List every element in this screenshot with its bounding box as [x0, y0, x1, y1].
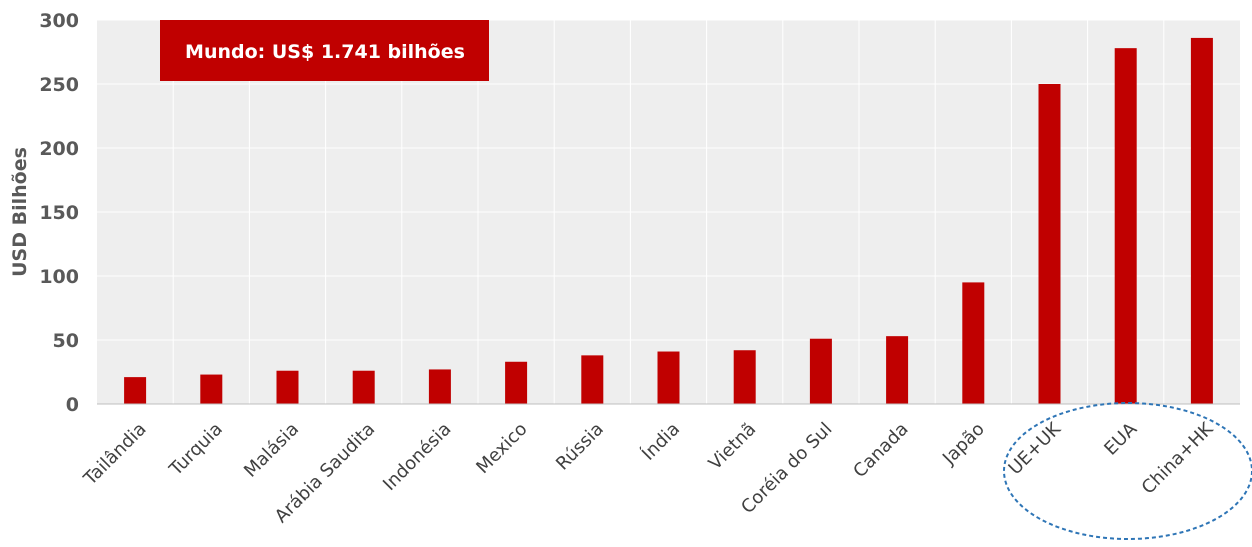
x-tick-label: Japão [938, 419, 989, 470]
x-tick-label: Mexico [472, 419, 531, 478]
bars [124, 37, 1213, 405]
annotation-text: Mundo: US$ 1.741 bilhões [185, 41, 465, 63]
y-tick-label: 250 [39, 74, 79, 96]
gridlines [97, 19, 1240, 404]
bar [1038, 84, 1061, 404]
x-tick-label: Tailândia [79, 419, 150, 490]
x-tick-label: Malásia [240, 419, 303, 482]
x-tick-label: Vietnã [705, 419, 761, 475]
y-tick-label: 300 [39, 10, 79, 32]
bar [809, 338, 832, 404]
y-tick-label: 150 [39, 202, 79, 224]
x-tick-label: Rússia [552, 419, 608, 475]
bar [657, 351, 680, 404]
bar [962, 282, 985, 404]
y-tick-label: 100 [39, 266, 79, 288]
bar [581, 355, 604, 404]
bar [1114, 48, 1137, 404]
bar [428, 369, 451, 404]
bar [200, 374, 223, 404]
bar [886, 336, 909, 404]
bar [352, 370, 375, 404]
bar [733, 350, 756, 404]
y-tick-label: 50 [53, 330, 79, 352]
x-tick-label: EUA [1100, 418, 1141, 459]
bar [1190, 37, 1213, 405]
x-tick-label: Índia [637, 418, 684, 465]
y-tick-label: 0 [66, 394, 79, 416]
y-tick-labels: 0 50 100 150 200 250 300 [39, 10, 79, 416]
x-tick-label: Turquia [165, 419, 227, 481]
bar [505, 361, 528, 404]
y-tick-label: 200 [39, 138, 79, 160]
x-tick-label: China+HK [1138, 418, 1219, 499]
x-tick-label: Canada [849, 419, 912, 482]
annotation-box: Mundo: US$ 1.741 bilhões [160, 20, 489, 81]
y-axis-label: USD Bilhões [9, 147, 31, 277]
bar [124, 377, 147, 404]
x-tick-label: Indonésia [379, 419, 455, 495]
bar [276, 370, 299, 404]
annotation-background [160, 20, 489, 81]
